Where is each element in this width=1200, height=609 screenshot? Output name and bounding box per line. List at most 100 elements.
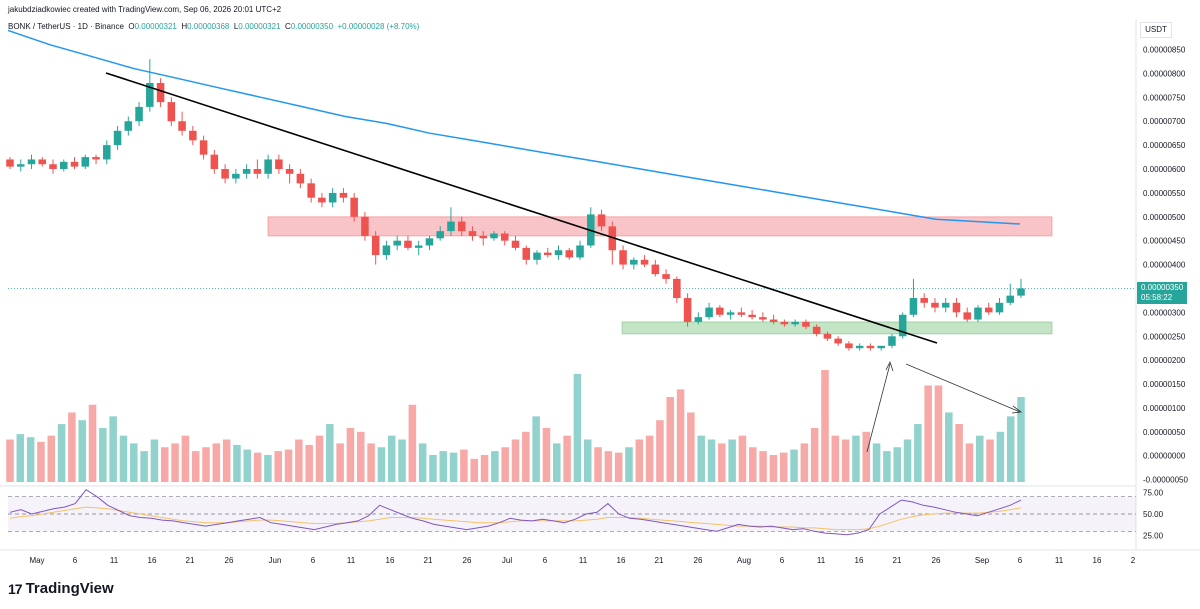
candle-body: [694, 317, 703, 322]
time-axis-tick: 21: [893, 556, 902, 565]
volume-bar: [16, 434, 25, 482]
candle-body: [855, 345, 864, 349]
candle-body: [931, 302, 939, 308]
time-axis-tick: 6: [780, 556, 785, 565]
volume-bar: [439, 451, 448, 482]
candle-body: [124, 121, 133, 131]
volume-bar: [687, 412, 695, 482]
volume-bar: [614, 452, 623, 482]
change-value: +0.00000028 (+8.70%): [337, 22, 420, 31]
volume-bar: [109, 416, 117, 482]
time-axis-tick: 6: [311, 556, 316, 565]
candle-body: [845, 343, 853, 349]
candle-body: [640, 259, 649, 265]
time-axis-tick: May: [29, 556, 44, 565]
candle-body: [242, 169, 251, 174]
rsi-axis-tick: 25.00: [1143, 532, 1164, 541]
candle-body: [662, 274, 670, 279]
currency-selector[interactable]: USDT: [1140, 22, 1172, 38]
low-value: 0.00000321: [238, 22, 281, 31]
volume-bar: [130, 443, 138, 482]
volume-bar: [542, 427, 551, 482]
candle-body: [103, 145, 111, 160]
price-axis-tick: -0.00000050: [1143, 476, 1188, 485]
moving-average-line: [7, 29, 1021, 225]
volume-bar: [212, 443, 221, 482]
candle-body: [146, 83, 154, 107]
support-zone: [621, 321, 1053, 335]
volume-bar: [625, 447, 633, 482]
volume-bar: [449, 452, 458, 482]
candle-body: [167, 102, 176, 122]
candle-body: [673, 278, 681, 299]
time-axis-tick: 21: [424, 556, 433, 565]
time-axis-tick: 16: [855, 556, 864, 565]
candle-body: [780, 321, 789, 325]
rsi-line: [9, 489, 1022, 536]
volume-bar: [346, 427, 355, 482]
volume-bar: [779, 452, 788, 482]
time-axis-tick: 11: [110, 556, 119, 565]
time-axis-tick: 2: [1131, 556, 1136, 565]
time-axis-tick: 11: [817, 556, 826, 565]
volume-bar: [986, 439, 994, 482]
volume-bar: [47, 435, 56, 482]
symbol-name[interactable]: BONK / TetherUS · 1D · Binance: [8, 22, 124, 31]
volume-bar: [336, 443, 344, 482]
price-axis-tick: 0.00000300: [1143, 308, 1186, 317]
volume-bar: [150, 439, 159, 482]
time-axis-tick: Jun: [269, 556, 282, 565]
volume-bar: [903, 439, 912, 482]
candle-body: [576, 245, 584, 258]
high-value: 0.00000368: [187, 22, 230, 31]
candle-body: [393, 240, 401, 246]
volume-bar: [326, 424, 334, 482]
candle-body: [16, 164, 25, 167]
volume-bar: [181, 435, 190, 482]
candle-body: [113, 130, 122, 146]
volume-bar: [790, 449, 798, 482]
time-axis-tick: Aug: [737, 556, 751, 565]
volume-bar: [728, 439, 736, 482]
candle-body: [490, 233, 498, 239]
volume-bar: [749, 447, 757, 482]
candle-body: [544, 252, 552, 256]
volume-bar: [810, 427, 819, 482]
open-label: O: [128, 22, 135, 31]
price-axis-tick: 0.00000650: [1143, 141, 1186, 150]
time-axis-tick: 16: [617, 556, 626, 565]
volume-bar: [253, 452, 262, 482]
tradingview-logo[interactable]: 17 TradingView: [8, 580, 114, 597]
price-axis-tick: 0.00000000: [1143, 452, 1186, 461]
candle-body: [328, 192, 337, 203]
time-axis-tick: Jul: [502, 556, 512, 565]
volume-bar: [68, 412, 76, 482]
volume-bar: [852, 435, 860, 482]
price-axis-tick: 0.00000400: [1143, 261, 1186, 270]
candle-body: [974, 307, 982, 320]
volume-bar: [202, 447, 210, 482]
volume-bar: [883, 451, 891, 482]
candle-body: [597, 214, 606, 227]
candle-body: [49, 164, 57, 170]
price-axis-tick: 0.00000700: [1143, 117, 1186, 126]
volume-bar: [759, 451, 767, 482]
time-axis-tick: 11: [1055, 556, 1064, 565]
open-value: 0.00000321: [134, 22, 177, 31]
volume-bar: [872, 443, 881, 482]
low-label: L: [233, 22, 239, 31]
candle-body: [802, 321, 810, 327]
candle-body: [156, 83, 165, 103]
candle-body: [414, 245, 423, 248]
candle-body: [361, 216, 369, 236]
bar-countdown: 05:58:22: [1141, 293, 1173, 302]
candle-body: [500, 233, 509, 241]
candle-body: [984, 307, 993, 313]
time-axis-tick: 21: [186, 556, 195, 565]
time-axis-tick: Sep: [975, 556, 990, 565]
price-axis-tick: 0.00000250: [1143, 332, 1186, 341]
time-axis-tick: 26: [463, 556, 472, 565]
tradingview-logo-text: TradingView: [25, 580, 114, 597]
rsi-axis-tick: 50.00: [1143, 510, 1164, 519]
